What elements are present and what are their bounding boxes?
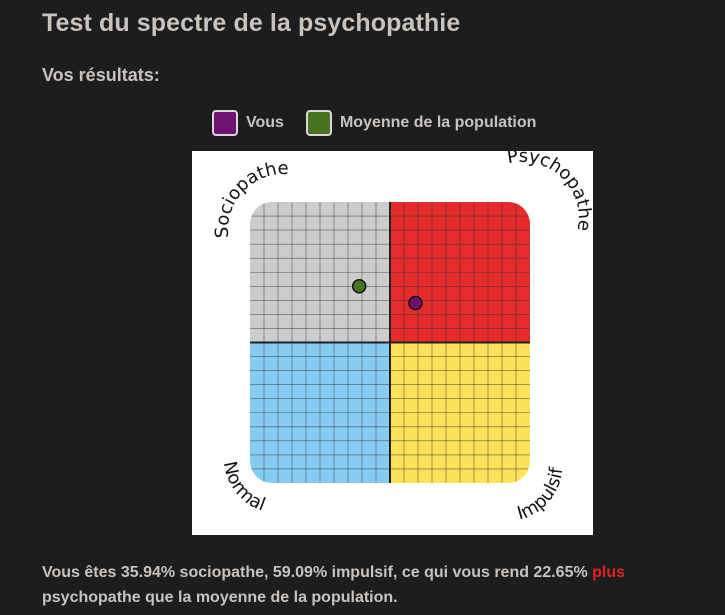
- result-highlight: plus: [592, 564, 626, 581]
- results-heading: Vos résultats:: [42, 65, 160, 85]
- data-point-you: [408, 295, 423, 311]
- legend-label-population: Moyenne de la population: [339, 114, 537, 131]
- chart-container: Sociopathe Psychopathe Normal Impulsif: [192, 151, 593, 535]
- result-summary: Vous êtes 35.94% sociopathe, 59.09% impu…: [42, 560, 702, 610]
- quadrant-chart: Sociopathe Psychopathe Normal Impulsif: [212, 151, 593, 524]
- page-title: Test du spectre de la psychopathie: [42, 9, 461, 37]
- result-text-before: Vous êtes 35.94% sociopathe, 59.09% impu…: [42, 564, 588, 581]
- data-point-population: [351, 279, 367, 294]
- plot-area: [250, 202, 530, 483]
- chart-legend: Vous Moyenne de la population: [212, 108, 536, 138]
- legend-swatch-you: [212, 110, 238, 136]
- result-text-after: psychopathe que la moyenne de la populat…: [42, 589, 398, 606]
- legend-swatch-population: [305, 110, 332, 136]
- legend-label-you: Vous: [246, 114, 284, 131]
